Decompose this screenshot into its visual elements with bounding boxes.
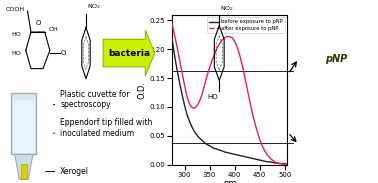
Polygon shape xyxy=(15,154,33,179)
Text: O: O xyxy=(35,20,40,26)
Text: Eppendorf tip filled with
inoculated medium: Eppendorf tip filled with inoculated med… xyxy=(54,118,153,137)
Text: pNP: pNP xyxy=(325,54,347,64)
Text: NO$_2$: NO$_2$ xyxy=(87,2,101,11)
FancyArrow shape xyxy=(103,30,155,76)
Text: OH: OH xyxy=(49,27,59,32)
FancyBboxPatch shape xyxy=(13,100,34,153)
Text: HO: HO xyxy=(11,32,21,37)
Text: COOH: COOH xyxy=(6,7,25,12)
Text: Xerogel: Xerogel xyxy=(46,167,89,176)
Text: Plastic cuvette for
spectroscopy: Plastic cuvette for spectroscopy xyxy=(54,89,130,109)
Legend: before exposure to pNP, after exposure to pNP: before exposure to pNP, after exposure t… xyxy=(207,17,285,33)
Text: O: O xyxy=(60,50,66,56)
FancyBboxPatch shape xyxy=(11,93,36,154)
Text: NO$_2$: NO$_2$ xyxy=(220,4,234,13)
Text: HO: HO xyxy=(208,94,218,100)
Text: HO: HO xyxy=(11,51,21,56)
FancyBboxPatch shape xyxy=(21,164,27,179)
Y-axis label: O.D.: O.D. xyxy=(138,81,147,99)
Text: bacteria: bacteria xyxy=(108,48,150,58)
X-axis label: nm: nm xyxy=(223,179,236,183)
